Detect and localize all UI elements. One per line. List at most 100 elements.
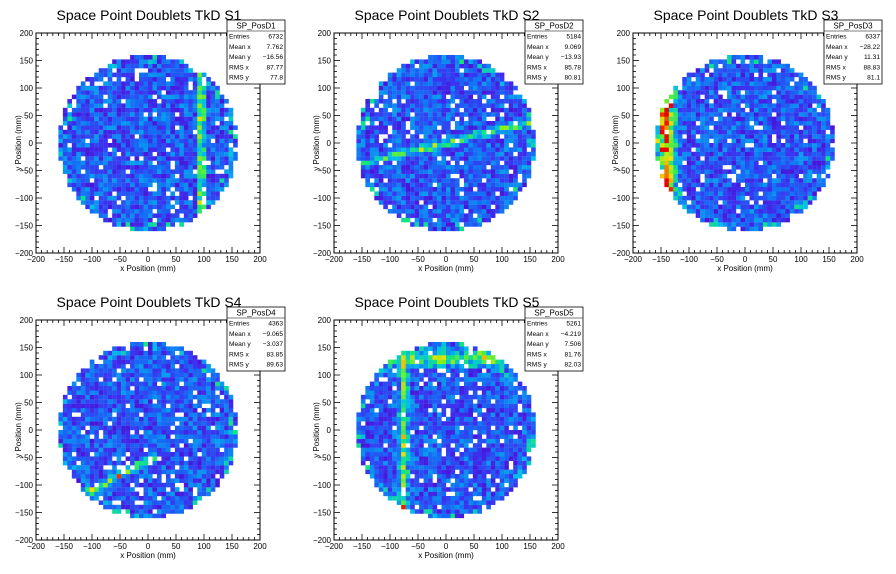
- heatmap-bin: [432, 160, 438, 166]
- heatmap-bin: [423, 182, 429, 188]
- heatmap-bin: [174, 372, 180, 378]
- heatmap-bin: [423, 116, 429, 122]
- heatmap-bin: [134, 443, 140, 448]
- heatmap-bin: [477, 165, 482, 170]
- heatmap-bin: [686, 116, 692, 122]
- heatmap-bin: [161, 187, 167, 192]
- heatmap-bin: [94, 209, 99, 214]
- heatmap-bin: [450, 129, 456, 135]
- heatmap-bin: [94, 372, 99, 378]
- heatmap-bin: [441, 182, 447, 188]
- heatmap-bin: [116, 377, 122, 382]
- heatmap-bin: [148, 160, 153, 166]
- heatmap-bin: [165, 504, 171, 510]
- heatmap-bin: [677, 125, 683, 130]
- heatmap-bin: [762, 134, 768, 139]
- heatmap-bin: [504, 138, 509, 144]
- heatmap-bin: [423, 85, 429, 91]
- heatmap-bin: [740, 173, 746, 179]
- heatmap-bin: [450, 94, 456, 100]
- heatmap-bin: [206, 81, 211, 86]
- heatmap-bin: [691, 160, 696, 166]
- heatmap-bin: [143, 116, 149, 122]
- heatmap-bin: [718, 134, 723, 139]
- heatmap-bin: [499, 72, 505, 78]
- heatmap-bin: [107, 456, 113, 461]
- heatmap-bin: [767, 195, 773, 201]
- heatmap-bin: [481, 121, 487, 126]
- heatmap-bin: [414, 156, 420, 161]
- heatmap-bin: [526, 151, 532, 157]
- heatmap-bin: [94, 421, 99, 426]
- heatmap-bin: [71, 425, 77, 431]
- heatmap-bin: [387, 85, 393, 91]
- heatmap-bin: [410, 90, 415, 95]
- heatmap-bin: [116, 116, 122, 122]
- heatmap-bin: [472, 125, 478, 130]
- heatmap-bin: [682, 99, 687, 104]
- heatmap-bin: [771, 125, 777, 130]
- heatmap-bin: [107, 350, 113, 356]
- heatmap-bin: [165, 90, 171, 95]
- heatmap-bin: [143, 430, 149, 435]
- heatmap-bin: [446, 112, 451, 117]
- heatmap-bin: [419, 125, 424, 130]
- heatmap-bin: [727, 121, 732, 126]
- heatmap-bin: [387, 187, 393, 192]
- heatmap-bin: [71, 151, 77, 157]
- heatmap-bin: [188, 90, 193, 95]
- y-tick-label: 200: [318, 29, 332, 38]
- heatmap-bin: [152, 129, 158, 135]
- heatmap-bin: [170, 355, 176, 360]
- heatmap-bin: [201, 72, 207, 78]
- heatmap-bin: [450, 147, 456, 152]
- heatmap-bin: [762, 217, 768, 223]
- heatmap-bin: [722, 59, 728, 64]
- heatmap-bin: [148, 178, 153, 183]
- heatmap-bin: [463, 204, 469, 210]
- heatmap-bin: [495, 129, 500, 135]
- heatmap-bin: [360, 112, 366, 117]
- heatmap-bin: [143, 381, 149, 387]
- heatmap-bin: [401, 116, 406, 122]
- heatmap-bin: [125, 478, 131, 483]
- heatmap-bin: [152, 372, 158, 378]
- heatmap-bin: [749, 129, 755, 135]
- heatmap-bin: [134, 438, 140, 444]
- heatmap-bin: [174, 500, 180, 505]
- heatmap-bin: [130, 182, 135, 188]
- heatmap-bin: [134, 513, 140, 519]
- heatmap-bin: [736, 195, 741, 201]
- heatmap-bin: [125, 408, 131, 413]
- heatmap-bin: [179, 94, 184, 100]
- heatmap-bin: [722, 63, 728, 69]
- heatmap-bin: [437, 138, 442, 144]
- heatmap-bin: [215, 99, 220, 104]
- heatmap-bin: [161, 430, 167, 435]
- heatmap-bin: [201, 129, 207, 135]
- heatmap-bin: [383, 195, 388, 201]
- heatmap-bin: [798, 195, 804, 201]
- heatmap-bin: [437, 204, 442, 210]
- heatmap-bin: [668, 143, 674, 148]
- heatmap-bin: [360, 138, 366, 144]
- heatmap-bin: [499, 116, 505, 122]
- heatmap-bin: [360, 125, 366, 130]
- heatmap-bin: [682, 103, 687, 108]
- heatmap-bin: [125, 213, 131, 218]
- heatmap-bin: [522, 103, 527, 108]
- heatmap-bin: [148, 377, 153, 382]
- heatmap-bin: [215, 182, 220, 188]
- heatmap-bin: [192, 99, 198, 104]
- heatmap-bin: [148, 182, 153, 188]
- heatmap-bin: [780, 103, 786, 108]
- heatmap-bin: [130, 129, 135, 135]
- heatmap-bin: [179, 68, 184, 73]
- heatmap-bin: [749, 213, 755, 218]
- heatmap-bin: [401, 182, 406, 188]
- heatmap-bin: [148, 204, 153, 210]
- heatmap-bin: [767, 182, 773, 188]
- heatmap-bin: [472, 195, 478, 201]
- heatmap-bin: [709, 200, 714, 205]
- heatmap-bin: [423, 99, 429, 104]
